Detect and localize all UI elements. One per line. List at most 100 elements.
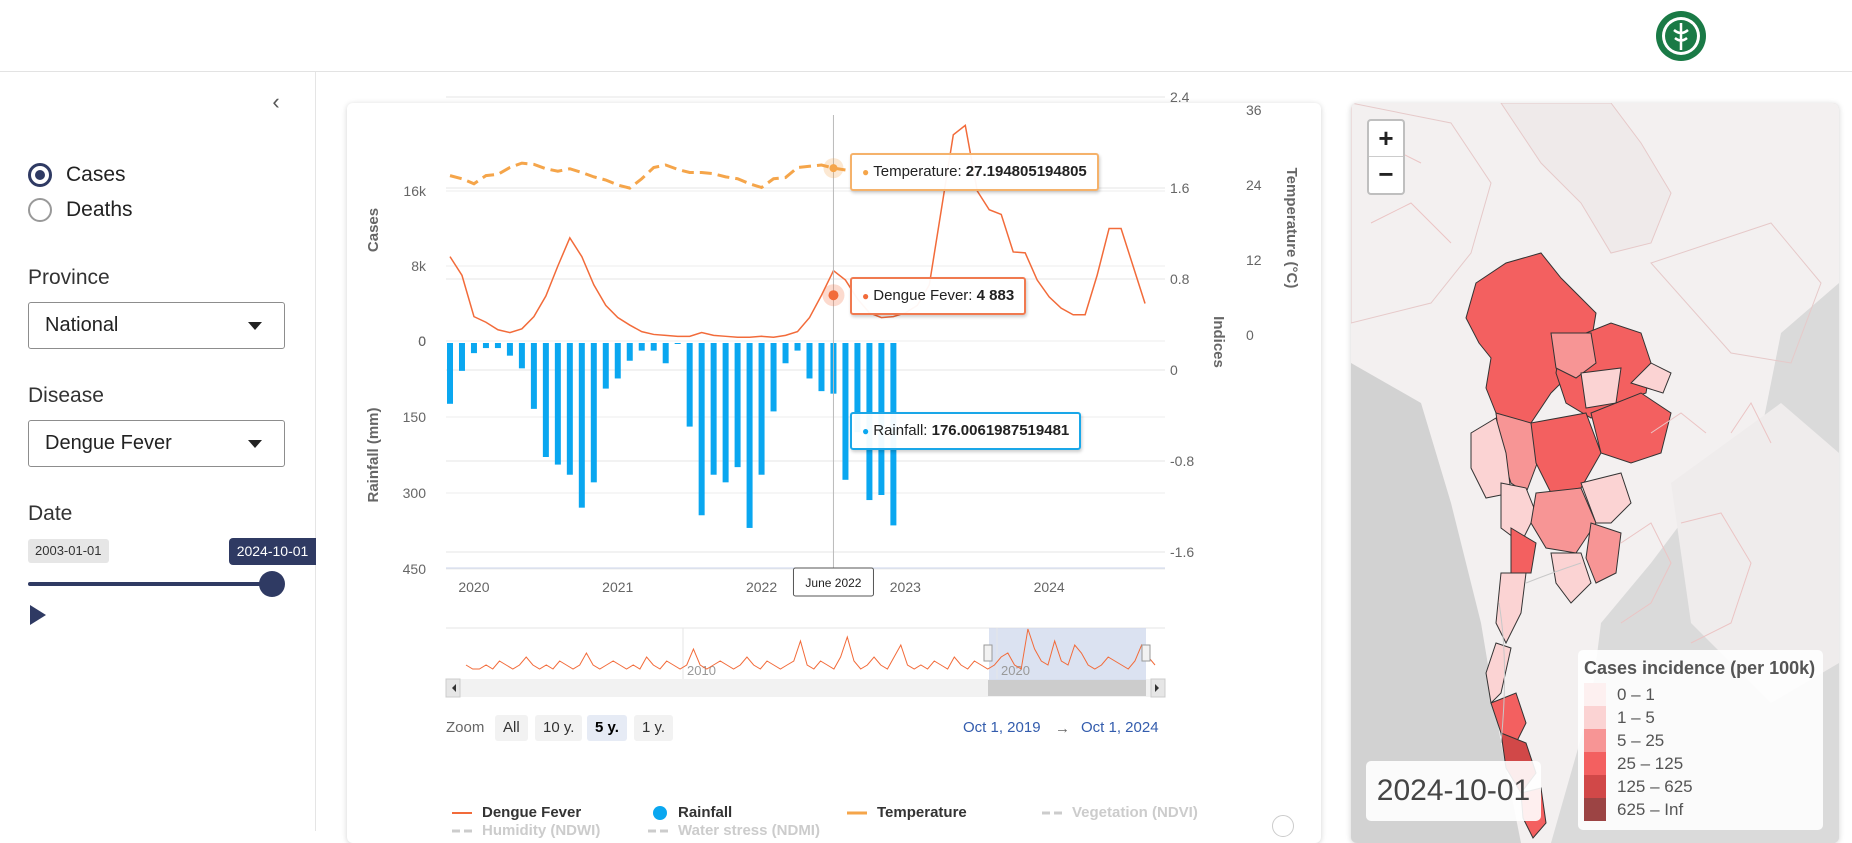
rainfall-bar [614,343,621,379]
legend-vegetation[interactable]: Vegetation (NDVI) [1042,804,1198,821]
zoom-out-button[interactable]: − [1378,159,1394,189]
range-to-input[interactable]: Oct 1, 2024 [1081,719,1159,736]
map-legend-title: Cases incidence (per 100k) [1584,658,1816,678]
temperature-tick-label: 36 [1246,102,1262,118]
date-slider-track[interactable] [28,582,273,586]
rainfall-bar [494,343,501,349]
radio-unchecked-icon [28,198,52,222]
radio-deaths[interactable]: Deaths [28,198,133,222]
indices-tick-label: 0 [1170,362,1178,378]
navigator-handle [983,644,993,662]
rainfall-bar [794,343,801,351]
tooltip-temperature-value: 27.194805194805 [965,163,1087,180]
rainfall-bar [662,343,669,364]
map-legend-row: 5 – 25 [1584,729,1817,752]
rainfall-bar [458,343,465,371]
legend-label: Dengue Fever [482,804,582,821]
temperature-series-line [449,161,846,190]
bullet-icon: ● [862,424,870,438]
radio-cases[interactable]: Cases [28,163,126,187]
disease-label: Disease [28,384,104,407]
ministry-logo-icon [1656,11,1706,61]
rainfall-bar [650,343,657,351]
tooltip-dengue-value: 4 883 [976,287,1015,304]
indices-tick-label: -0.8 [1170,453,1194,469]
legend-range-label: 1 – 5 [1617,707,1655,727]
rainfall-bar [686,343,693,427]
rainfall-bar [554,343,561,465]
date-current-badge: 2024-10-01 [229,538,316,565]
zoom-in-button[interactable]: + [1369,121,1403,157]
disease-select[interactable]: Dengue Fever [28,420,285,467]
x-tick-label: 2020 [458,579,489,595]
rainfall-bar [518,343,525,369]
range-from-input[interactable]: Oct 1, 2019 [963,719,1041,736]
rainfall-bar [746,343,753,528]
bullet-icon: ● [862,165,870,179]
rainfall-bar [638,343,645,351]
date-slider-thumb[interactable] [259,571,285,597]
map-legend-row: 125 – 625 [1584,775,1817,798]
temperature-tick-label: 0 [1246,327,1254,343]
thailand-choropleth-map[interactable] [1351,103,1839,843]
legend-swatch [1584,752,1606,775]
legend-range-label: 125 – 625 [1617,776,1693,796]
cases-tick-label: 16k [403,183,427,199]
rainfall-tick-label: 150 [403,409,427,425]
province-select[interactable]: National [28,302,285,349]
legend-label: Vegetation (NDVI) [1072,804,1198,821]
rainfall-bar [734,343,741,468]
tooltip-rainfall: ● Rainfall: 176.0061987519481 [850,412,1082,450]
rainfall-bar [530,343,537,409]
rainfall-bar [674,343,681,344]
legend-rainfall[interactable]: Rainfall [652,804,732,821]
time-series-chart[interactable]: 0 8k 16k 0 150 300 450 2.4 1.6 0.8 0 -0.8 -1.6 36 24 12… [0,0,1330,831]
rainfall-bar [722,343,729,483]
range-arrow: → [1055,720,1070,737]
navigator-label: 2010 [687,663,716,678]
temperature-tick-label: 12 [1246,252,1262,268]
zoom-all-button[interactable]: All [495,715,528,741]
map-legend: Cases incidence (per 100k) 0 – 1 1 – 5 5 –… [1578,650,1823,830]
legend-dengue-fever[interactable]: Dengue Fever [452,804,581,821]
legend-swatch [1584,775,1606,798]
play-icon[interactable] [30,605,46,625]
rainfall-bar [602,343,609,389]
map-zoom-control: + − [1367,119,1405,195]
tooltip-dengue-label: Dengue Fever: [873,287,977,304]
rainfall-bar [854,343,861,433]
dash-icon [1042,811,1062,814]
rainfall-bar [782,343,789,364]
legend-swatch [1584,706,1606,729]
cases-tick-label: 8k [411,258,427,274]
map-card[interactable] [1351,103,1839,843]
rainfall-bar [770,343,777,412]
temperature-hover-point [829,164,838,173]
legend-swatch [1584,798,1606,821]
map-legend-row: 25 – 125 [1584,752,1817,775]
rainfall-bar [698,343,705,516]
legend-label: Temperature [877,804,967,821]
collapse-sidebar-icon[interactable]: ‹ [272,89,280,114]
disease-value: Dengue Fever [45,432,172,454]
rainfall-tick-label: 0 [418,333,426,349]
tooltip-rainfall-value: 176.0061987519481 [931,422,1070,439]
zoom-10y-button[interactable]: 10 y. [535,715,583,741]
indices-tick-label: 1.6 [1170,180,1190,196]
radio-label: Cases [66,163,126,186]
arrow-right-icon [1155,684,1159,692]
navigator-selected-range [989,628,1146,680]
context-menu-icon[interactable] [1272,815,1294,837]
map-legend-row: 625 – Inf [1584,798,1817,821]
zoom-1y-button[interactable]: 1 y. [634,715,674,741]
rainfall-bar [470,343,477,354]
rainfall-bar [626,343,633,361]
legend-temperature[interactable]: Temperature [847,804,967,821]
legend-label: Rainfall [678,804,733,821]
caret-down-icon [248,322,262,330]
zoom-5y-button[interactable]: 5 y. [587,715,627,741]
rainfall-bar [447,343,453,404]
map-legend-row: 0 – 1 [1584,683,1817,706]
line-icon [847,811,867,814]
rainfall-bar [578,343,585,508]
